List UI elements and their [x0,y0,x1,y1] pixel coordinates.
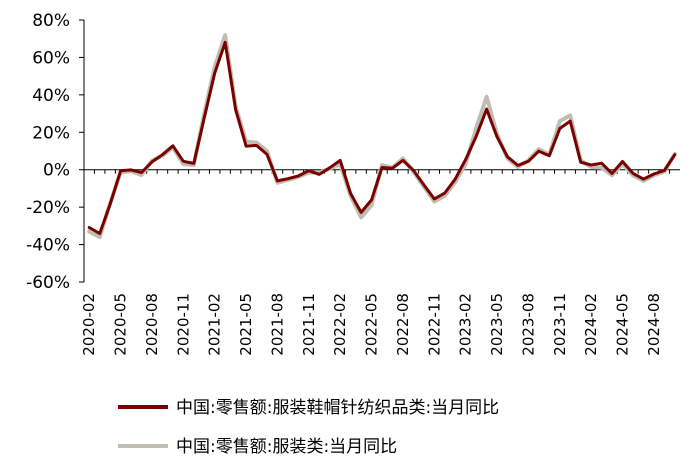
x-tick-label: 2020-08 [143,293,161,356]
x-axis: 2020-02 2020-05 2020-08 2020-11 2021-02 2021-… [80,169,680,356]
y-tick-label: 20% [32,123,70,143]
x-tick-label: 2020-11 [174,293,192,356]
x-tick-label: 2023-11 [551,293,569,356]
x-tick-label: 2024-05 [613,293,631,356]
x-tick-label: 2021-05 [237,293,255,356]
x-tick-label: 2022-05 [363,293,381,356]
y-axis: 80% 60% 40% 20% 0% -20% -40% -60% [26,11,85,293]
series-line-0 [87,40,677,235]
y-tick-label: 40% [32,86,70,106]
x-tick-label: 2023-02 [457,293,475,356]
x-tick-label: 2021-11 [300,293,318,356]
x-tick-label: 2022-08 [394,293,412,356]
x-tick-label: 2022-02 [331,293,349,356]
series-line-1 [87,33,677,240]
x-tick-label: 2021-08 [268,293,286,356]
series-layer [87,33,677,240]
legend-label-0: 中国:零售额:服装鞋帽针纺织品类:当月同比 [176,398,499,418]
x-tick-label: 2024-08 [645,293,663,356]
y-tick-label: 80% [32,11,70,31]
x-tick-label: 2022-11 [425,293,443,356]
y-tick-label: -20% [26,198,70,218]
y-tick-label: 60% [32,48,70,68]
y-tick-label: 0% [43,161,70,181]
legend-label-1: 中国:零售额:服装类:当月同比 [176,437,397,457]
x-tick-label: 2023-05 [488,293,506,356]
x-tick-label: 2021-02 [206,293,224,356]
y-tick-label: -60% [26,273,70,293]
y-tick-label: -40% [26,236,70,256]
x-tick-label: 2020-05 [112,293,130,356]
x-tick-label: 2020-02 [80,293,98,356]
x-tick-label: 2024-02 [582,293,600,356]
x-tick-label: 2023-08 [519,293,537,356]
